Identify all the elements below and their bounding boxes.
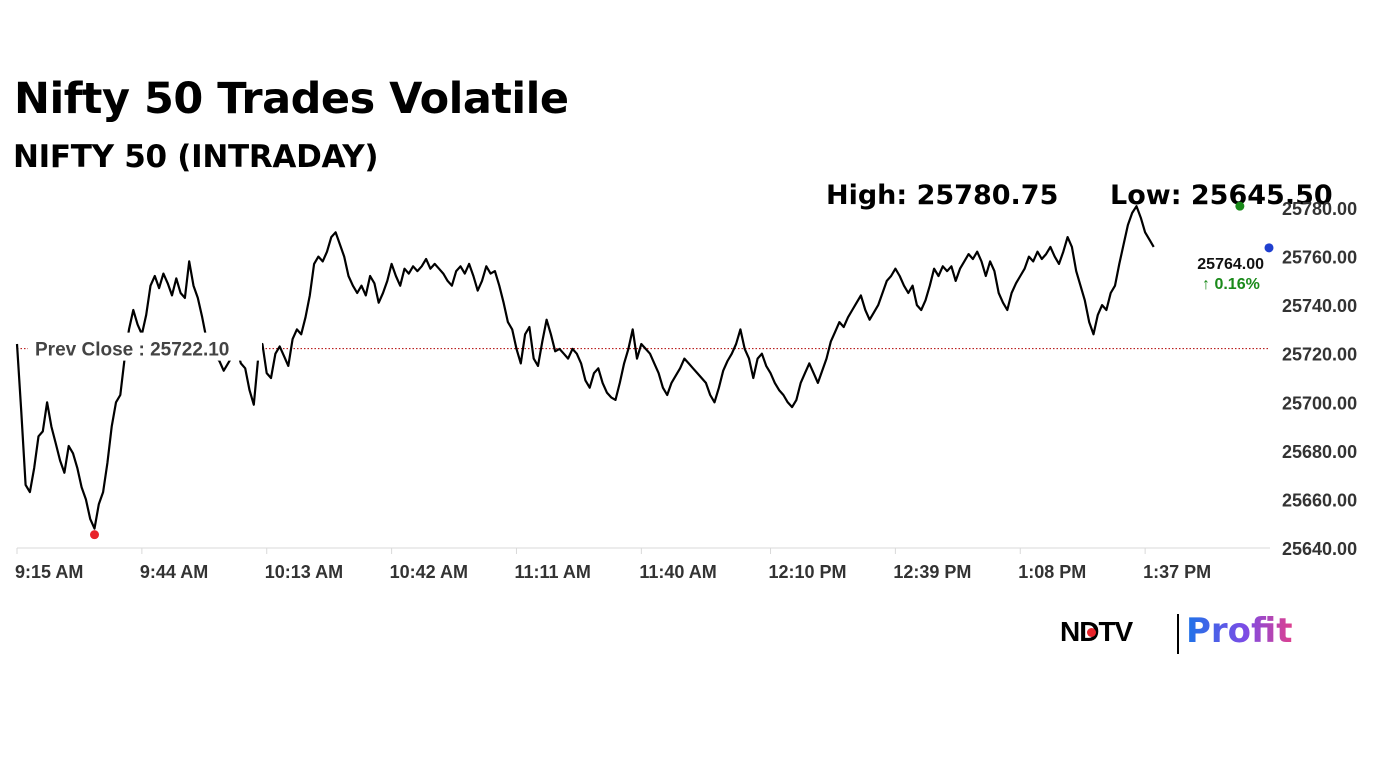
day-high-label: High: 25780.75 bbox=[826, 180, 1059, 211]
y-tick-label: 25680.00 bbox=[1282, 442, 1357, 462]
logo-divider bbox=[1177, 614, 1179, 654]
y-tick-label: 25660.00 bbox=[1282, 490, 1357, 510]
y-tick-label: 25760.00 bbox=[1282, 248, 1357, 268]
prev-close-label: Prev Close : 25722.10 bbox=[35, 340, 229, 361]
logo-ndtv-text: NDTV bbox=[1060, 616, 1133, 647]
y-tick-label: 25740.00 bbox=[1282, 296, 1357, 316]
chart-title: NIFTY 50 (INTRADAY) bbox=[13, 139, 379, 175]
logo-red-dot bbox=[1087, 628, 1096, 637]
last-price-label: 25764.00 bbox=[1197, 256, 1264, 273]
x-tick-label: 1:37 PM bbox=[1143, 562, 1211, 582]
logo-profit-text: Profit bbox=[1186, 611, 1293, 651]
x-tick-label: 12:10 PM bbox=[769, 562, 847, 582]
prev-close-label-bg bbox=[28, 332, 262, 361]
y-tick-label: 25720.00 bbox=[1282, 345, 1357, 365]
day-high-marker bbox=[1235, 201, 1245, 211]
y-tick-label: 25640.00 bbox=[1282, 539, 1357, 559]
price-change-label: ↑ 0.16% bbox=[1202, 276, 1260, 293]
y-tick-label: 25700.00 bbox=[1282, 393, 1357, 413]
x-tick-label: 12:39 PM bbox=[893, 562, 971, 582]
x-tick-label: 9:15 AM bbox=[15, 562, 83, 582]
x-tick-label: 11:11 AM bbox=[514, 562, 590, 582]
nifty-price-series bbox=[15, 205, 1155, 530]
x-tick-label: 10:42 AM bbox=[390, 562, 468, 582]
y-tick-label: 25780.00 bbox=[1282, 199, 1357, 219]
day-low-label: Low: 25645.50 bbox=[1110, 180, 1333, 211]
x-tick-label: 1:08 PM bbox=[1018, 562, 1086, 582]
ndtv-profit-logo: NDTV Profit bbox=[1060, 610, 1300, 658]
last-price-marker bbox=[1264, 243, 1274, 253]
x-tick-label: 11:40 AM bbox=[639, 562, 716, 582]
day-low-marker bbox=[90, 530, 100, 540]
headline: Nifty 50 Trades Volatile bbox=[14, 74, 569, 124]
x-tick-label: 10:13 AM bbox=[265, 562, 343, 582]
x-tick-label: 9:44 AM bbox=[140, 562, 208, 582]
